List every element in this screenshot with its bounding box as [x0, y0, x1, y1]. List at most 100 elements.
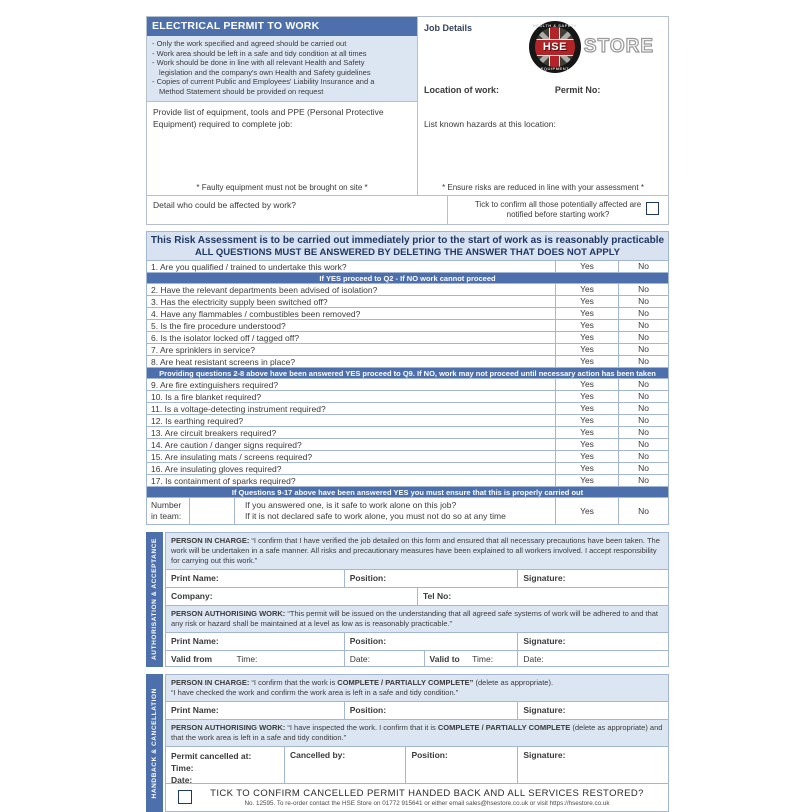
yes-cell[interactable]: Yes: [555, 391, 618, 402]
yes-cell[interactable]: Yes: [555, 463, 618, 474]
signature-field[interactable]: Signature:: [517, 702, 668, 719]
print-name-field[interactable]: Print Name:: [171, 705, 219, 715]
services-restored-checkbox[interactable]: [178, 789, 192, 804]
question-text: 7. Are sprinklers in service?: [151, 345, 255, 355]
person-authorising-statement: PERSON AUTHORISING WORK: “This permit wi…: [166, 605, 668, 632]
question-text: 12. Is earthing required?: [151, 416, 244, 426]
yes-cell[interactable]: Yes: [555, 451, 618, 462]
signature-field[interactable]: Signature:: [517, 747, 668, 783]
no-cell[interactable]: No: [618, 296, 668, 307]
question-text: 1. Are you qualified / trained to undert…: [151, 262, 347, 272]
yes-cell[interactable]: Yes: [555, 261, 618, 272]
question-row: 16. Are insulating gloves required? Yes …: [147, 462, 668, 474]
reorder-info-text: No. 12595. To re-order contact the HSE S…: [244, 800, 610, 807]
yes-cell[interactable]: Yes: [555, 284, 618, 295]
hse-badge-icon: HEALTH & SAFETY HSE EQUIPMENT: [528, 21, 581, 73]
yes-cell[interactable]: Yes: [555, 356, 618, 367]
valid-to-date-field[interactable]: Date:: [517, 651, 668, 666]
permit-rules-list: - Only the work specified and agreed sho…: [147, 36, 417, 102]
question-row: 1. Are you qualified / trained to undert…: [147, 260, 668, 272]
team-number-input[interactable]: [189, 498, 235, 524]
risk-assessment-header: This Risk Assessment is to be carried ou…: [147, 232, 668, 260]
no-cell[interactable]: No: [618, 498, 668, 524]
yes-cell[interactable]: Yes: [555, 308, 618, 319]
notify-confirm-label: Tick to confirm all those potentially af…: [474, 199, 642, 220]
yes-cell[interactable]: Yes: [555, 320, 618, 331]
yes-cell[interactable]: Yes: [555, 439, 618, 450]
handback-paw-statement: PERSON AUTHORISING WORK: “I have inspect…: [166, 719, 668, 746]
yes-cell[interactable]: Yes: [555, 344, 618, 355]
no-cell[interactable]: No: [618, 415, 668, 426]
permit-no-field[interactable]: Permit No:: [554, 85, 601, 95]
position-field[interactable]: Position:: [343, 702, 518, 719]
yes-cell[interactable]: Yes: [555, 415, 618, 426]
question-row: 4. Have any flammables / combustibles be…: [147, 307, 668, 319]
validity-row: Valid from Time: Date: Valid to Time: Da…: [166, 650, 668, 666]
question-text: 14. Are caution / danger signs required?: [151, 440, 302, 450]
valid-to-field[interactable]: Valid to Time:: [423, 651, 518, 666]
question-row: 6. Is the isolator locked off / tagged o…: [147, 331, 668, 343]
position-field[interactable]: Position:: [405, 747, 517, 783]
permit-cancelled-field[interactable]: Permit cancelled at: Time: Date:: [171, 751, 252, 785]
signature-field[interactable]: Signature:: [517, 633, 668, 650]
signature-field[interactable]: Signature:: [517, 570, 668, 587]
tel-no-field[interactable]: Tel No:: [417, 588, 668, 605]
position-field[interactable]: Position:: [343, 633, 518, 650]
affected-by-work-field[interactable]: Detail who could be affected by work?: [147, 196, 448, 224]
no-cell[interactable]: No: [618, 284, 668, 295]
question-text: 6. Is the isolator locked off / tagged o…: [151, 333, 300, 343]
question-row: 10. Is a fire blanket required? Yes No: [147, 390, 668, 402]
known-hazards-field[interactable]: List known hazards at this location:: [424, 119, 556, 129]
no-cell[interactable]: No: [618, 332, 668, 343]
no-cell[interactable]: No: [618, 320, 668, 331]
no-cell[interactable]: No: [618, 391, 668, 402]
no-cell[interactable]: No: [618, 427, 668, 438]
question-row: 17. Is containment of sparks required? Y…: [147, 474, 668, 486]
no-cell[interactable]: No: [618, 451, 668, 462]
location-of-work-field[interactable]: Location of work:: [424, 85, 499, 95]
no-cell[interactable]: No: [618, 344, 668, 355]
print-name-field[interactable]: Print Name:: [171, 573, 219, 583]
valid-from-field[interactable]: Valid from Time:: [171, 654, 258, 664]
risk-assessment-section: This Risk Assessment is to be carried ou…: [146, 231, 669, 525]
print-name-field[interactable]: Print Name:: [171, 636, 219, 646]
yes-cell[interactable]: Yes: [555, 332, 618, 343]
permit-rules-column: ELECTRICAL PERMIT TO WORK - Only the wor…: [147, 17, 418, 195]
electrical-permit-form: ELECTRICAL PERMIT TO WORK - Only the wor…: [146, 16, 669, 812]
question-text: 9. Are fire extinguishers required?: [151, 380, 279, 390]
no-cell[interactable]: No: [618, 261, 668, 272]
yes-cell[interactable]: Yes: [555, 379, 618, 390]
risk-question-rows: 1. Are you qualified / trained to undert…: [147, 260, 668, 524]
position-field[interactable]: Position:: [343, 570, 518, 587]
equipment-list-field[interactable]: Provide list of equipment, tools and PPE…: [147, 102, 417, 195]
no-cell[interactable]: No: [618, 475, 668, 486]
question-row: 13. Are circuit breakers required? Yes N…: [147, 426, 668, 438]
no-cell[interactable]: No: [618, 379, 668, 390]
question-text: 2. Have the relevant departments been ad…: [151, 285, 378, 295]
rule-line: legislation and the company's own Health…: [159, 67, 371, 77]
cancelled-by-field[interactable]: Cancelled by:: [283, 747, 405, 783]
company-field[interactable]: Company:: [171, 591, 213, 601]
valid-from-date-field[interactable]: Date:: [343, 651, 424, 666]
question-row: 7. Are sprinklers in service? Yes No: [147, 343, 668, 355]
rule-line: - Only the work specified and agreed sho…: [152, 39, 347, 48]
no-cell[interactable]: No: [618, 403, 668, 414]
yes-cell[interactable]: Yes: [555, 403, 618, 414]
question-text: 11. Is a voltage-detecting instrument re…: [151, 404, 326, 414]
yes-cell[interactable]: Yes: [555, 498, 618, 524]
no-cell[interactable]: No: [618, 356, 668, 367]
notify-checkbox[interactable]: [646, 202, 659, 215]
job-details-section: ELECTRICAL PERMIT TO WORK - Only the wor…: [146, 16, 669, 225]
yes-cell[interactable]: Yes: [555, 427, 618, 438]
job-details-label: Job Details: [424, 23, 473, 33]
risk-intro-line1: This Risk Assessment is to be carried ou…: [150, 235, 665, 246]
company-row: Company: Tel No:: [166, 587, 668, 605]
no-cell[interactable]: No: [618, 439, 668, 450]
yes-cell[interactable]: Yes: [555, 475, 618, 486]
handback-section: HANDBACK & CANCELLATION PERSON IN CHARGE…: [146, 674, 669, 812]
number-in-team-label: Number in team:: [151, 500, 182, 521]
no-cell[interactable]: No: [618, 308, 668, 319]
yes-cell[interactable]: Yes: [555, 296, 618, 307]
no-cell[interactable]: No: [618, 463, 668, 474]
question-text: 16. Are insulating gloves required?: [151, 464, 282, 474]
